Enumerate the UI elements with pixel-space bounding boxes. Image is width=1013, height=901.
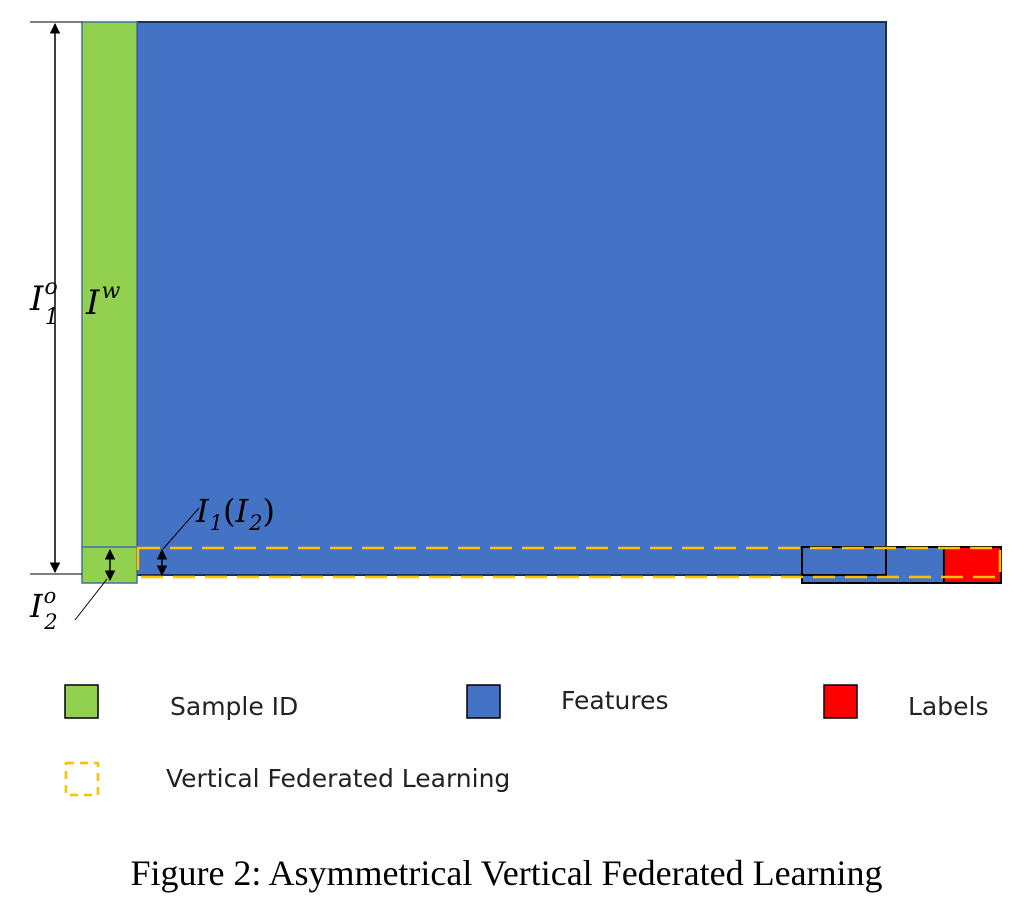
features-block-party1 <box>136 21 887 576</box>
legend-label-labels: Labels <box>908 692 989 721</box>
vfl-region <box>136 546 1002 579</box>
pointer-i2o <box>74 578 108 621</box>
legend-swatch-vfl <box>64 761 100 797</box>
legend-swatch-features <box>466 684 501 719</box>
legend-swatch-labels <box>823 684 858 719</box>
label-i1i2: I1(I2) <box>195 492 275 535</box>
figure-caption: Figure 2: Asymmetrical Vertical Federate… <box>130 853 883 893</box>
legend-label-sample-id: Sample ID <box>170 692 299 721</box>
legend-label-features: Features <box>561 686 669 715</box>
label-iw: Iw <box>85 279 120 323</box>
legend-label-vfl: Vertical Federated Learning <box>166 764 511 793</box>
sample-id-column <box>81 21 138 584</box>
legend-swatch-sample-id <box>64 684 99 719</box>
label-i2o: Io 2 <box>29 584 58 634</box>
pointer-i1i2 <box>162 507 200 550</box>
label-i1o: Io 1 <box>29 275 59 330</box>
